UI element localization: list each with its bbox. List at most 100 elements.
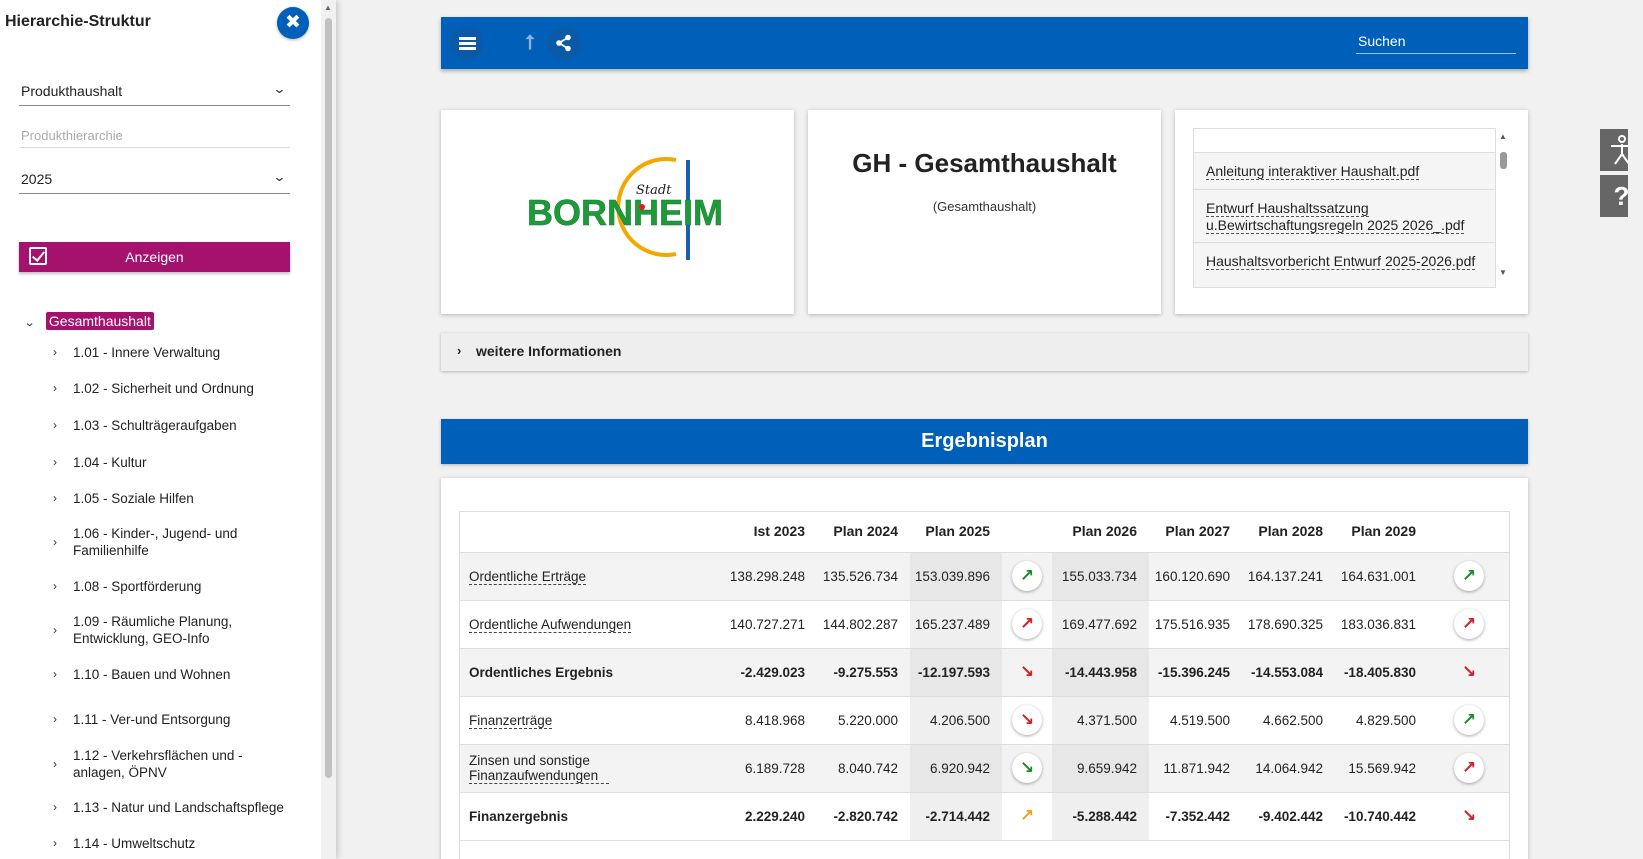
table-cell: 9.659.942 bbox=[1052, 744, 1149, 793]
tree-item[interactable]: › 1.06 - Kinder-, Jugend- und Familienhil… bbox=[53, 525, 308, 559]
trend-up-icon[interactable]: ↗ bbox=[1454, 561, 1484, 591]
table-cell: 4.206.500 bbox=[910, 696, 1002, 745]
scroll-up-icon[interactable]: ▲ bbox=[1499, 132, 1507, 141]
tree-item[interactable]: › 1.13 - Natur und Landschaftspflege bbox=[53, 799, 308, 816]
tree-item[interactable]: › 1.10 - Bauen und Wohnen bbox=[53, 666, 308, 683]
sidebar-title: Hierarchie-Struktur bbox=[5, 13, 151, 30]
logo-card: Stadt BORNHEIM bbox=[441, 110, 794, 314]
table-cell: 11.871.942 bbox=[1149, 744, 1242, 793]
row-label: Ordentliches Ergebnis bbox=[459, 648, 721, 697]
share-icon[interactable] bbox=[547, 26, 581, 60]
chevron-right-icon[interactable]: › bbox=[53, 455, 57, 469]
section-title: Ergebnisplan bbox=[441, 419, 1528, 464]
document-link[interactable]: Entwurf Haushaltssatzung u.Bewirtschaftu… bbox=[1194, 189, 1495, 242]
column-header[interactable]: Plan 2026 bbox=[1052, 511, 1149, 553]
document-link[interactable]: Anleitung interaktiver Haushalt.pdf bbox=[1194, 152, 1495, 189]
table-cell: 164.631.001 bbox=[1335, 552, 1428, 601]
chevron-right-icon[interactable]: › bbox=[53, 712, 57, 726]
tree-item[interactable]: › 1.12 - Verkehrsflächen und -anlagen, ÖP… bbox=[53, 747, 273, 781]
chevron-right-icon[interactable]: › bbox=[53, 667, 57, 681]
more-info-expander[interactable]: › weitere Informationen bbox=[441, 333, 1528, 371]
row-label[interactable]: Finanzerträge bbox=[459, 696, 721, 745]
search-input[interactable]: Suchen bbox=[1356, 33, 1516, 54]
trend-cell: ↗ bbox=[1428, 600, 1510, 649]
close-icon[interactable]: ✖ bbox=[277, 7, 309, 39]
documents-list: Anleitung interaktiver Haushalt.pdf Entw… bbox=[1193, 128, 1496, 288]
chevron-right-icon[interactable]: › bbox=[53, 381, 57, 395]
table-cell: 4.662.500 bbox=[1242, 696, 1335, 745]
tree-item[interactable]: › 1.08 - Sportförderung bbox=[53, 578, 308, 595]
tree-item[interactable]: › 1.09 - Räumliche Planung, Entwicklung, … bbox=[53, 613, 308, 647]
tree-item[interactable]: › 1.03 - Schulträgeraufgaben bbox=[53, 417, 308, 434]
trend-cell: ↗ bbox=[1002, 792, 1052, 841]
show-button[interactable]: Anzeigen bbox=[19, 242, 290, 272]
column-header[interactable]: Plan 2028 bbox=[1242, 511, 1335, 553]
chevron-right-icon[interactable]: › bbox=[53, 757, 57, 771]
chevron-right-icon[interactable]: › bbox=[53, 535, 57, 549]
tree-item[interactable]: › 1.04 - Kultur bbox=[53, 454, 308, 471]
tree-root[interactable]: ⌄ Gesamthaushalt bbox=[23, 312, 154, 330]
table-row: Finanzerträge 8.418.968 5.220.000 4.206.… bbox=[459, 696, 1510, 745]
result-plan-card: Ist 2023 Plan 2024 Plan 2025 Plan 2026 P… bbox=[441, 478, 1528, 859]
table-cell: 4.371.500 bbox=[1052, 696, 1149, 745]
scroll-up-icon[interactable]: ▲ bbox=[324, 3, 332, 12]
scrollbar-thumb[interactable] bbox=[1500, 152, 1507, 169]
tree-item[interactable]: › 1.01 - Innere Verwaltung bbox=[53, 344, 308, 361]
row-label[interactable]: Ordentliche Aufwendungen bbox=[459, 600, 721, 649]
table-cell: 6.920.942 bbox=[910, 744, 1002, 793]
trend-up-icon[interactable]: ↗ bbox=[1012, 561, 1042, 591]
column-header bbox=[459, 511, 721, 553]
hierarchy-input[interactable]: Produkthierarchie bbox=[19, 124, 290, 148]
row-label[interactable]: Ordentliche Erträge bbox=[459, 552, 721, 601]
title-card: GH - Gesamthaushalt (Gesamthaushalt) bbox=[808, 110, 1161, 314]
documents-scrollbar[interactable]: ▲ ▼ bbox=[1496, 128, 1510, 288]
sidebar-scrollbar[interactable]: ▲ bbox=[321, 0, 336, 859]
chevron-right-icon[interactable]: › bbox=[53, 579, 57, 593]
chevron-right-icon[interactable]: › bbox=[53, 491, 57, 505]
column-header[interactable]: Plan 2029 bbox=[1335, 511, 1428, 553]
document-link[interactable]: Haushaltsvorbericht Entwurf 2025-2026.pd… bbox=[1194, 242, 1495, 287]
column-header[interactable]: Ist 2023 bbox=[721, 511, 817, 553]
tree-item-label: 1.14 - Umweltschutz bbox=[73, 836, 196, 851]
table-cell: -2.429.023 bbox=[721, 648, 817, 697]
column-header[interactable]: Plan 2025 bbox=[910, 511, 1002, 553]
chevron-right-icon[interactable]: › bbox=[53, 418, 57, 432]
table-row: Zinsen und sonstige Finanzaufwendungen 6… bbox=[459, 744, 1510, 793]
trend-down-icon[interactable]: ↘ bbox=[1012, 705, 1042, 735]
chevron-right-icon: › bbox=[457, 343, 462, 358]
tree-item[interactable]: › 1.02 - Sicherheit und Ordnung bbox=[53, 380, 308, 397]
chevron-right-icon[interactable]: › bbox=[53, 345, 57, 359]
scroll-down-icon[interactable]: ▼ bbox=[1499, 268, 1507, 277]
column-header[interactable]: Plan 2027 bbox=[1149, 511, 1242, 553]
chevron-right-icon[interactable]: › bbox=[53, 836, 57, 850]
chevron-right-icon[interactable]: › bbox=[53, 800, 57, 814]
row-label[interactable]: Zinsen und sonstige Finanzaufwendungen bbox=[459, 744, 721, 793]
table-cell: 4.829.500 bbox=[1335, 696, 1428, 745]
table-cell: -9.402.442 bbox=[1242, 792, 1335, 841]
menu-icon[interactable] bbox=[450, 26, 484, 60]
bornheim-logo: Stadt BORNHEIM bbox=[527, 157, 723, 260]
budget-select[interactable]: Produkthaushalt ⌄ bbox=[19, 76, 290, 106]
trend-cell: ↗ bbox=[1428, 552, 1510, 601]
page-scrollbar[interactable] bbox=[1628, 0, 1643, 859]
page-subtitle: (Gesamthaushalt) bbox=[932, 199, 1037, 214]
column-header[interactable]: Plan 2024 bbox=[817, 511, 910, 553]
chevron-down-icon[interactable]: ⌄ bbox=[23, 317, 36, 329]
table-cell: 183.036.831 bbox=[1335, 600, 1428, 649]
tree-item[interactable]: › 1.14 - Umweltschutz bbox=[53, 835, 308, 852]
trend-down-icon: ↘ bbox=[1461, 806, 1477, 825]
chevron-right-icon[interactable]: › bbox=[53, 623, 57, 637]
year-select[interactable]: 2025 ⌄ bbox=[19, 164, 290, 194]
scrollbar-thumb[interactable] bbox=[325, 18, 332, 778]
up-arrow-icon[interactable]: ⭡ bbox=[525, 32, 535, 54]
trend-down-icon[interactable]: ↘ bbox=[1012, 753, 1042, 783]
tree-item[interactable]: › 1.05 - Soziale Hilfen bbox=[53, 490, 308, 507]
tree-item[interactable]: › 1.11 - Ver-und Entsorgung bbox=[53, 711, 308, 728]
trend-up-icon[interactable]: ↗ bbox=[1454, 753, 1484, 783]
table-cell: 2.229.240 bbox=[721, 792, 817, 841]
trend-up-icon[interactable]: ↗ bbox=[1454, 609, 1484, 639]
trend-up-icon: ↗ bbox=[1019, 806, 1035, 825]
table-row bbox=[459, 840, 1510, 859]
trend-up-icon[interactable]: ↗ bbox=[1012, 609, 1042, 639]
trend-up-icon[interactable]: ↗ bbox=[1454, 705, 1484, 735]
